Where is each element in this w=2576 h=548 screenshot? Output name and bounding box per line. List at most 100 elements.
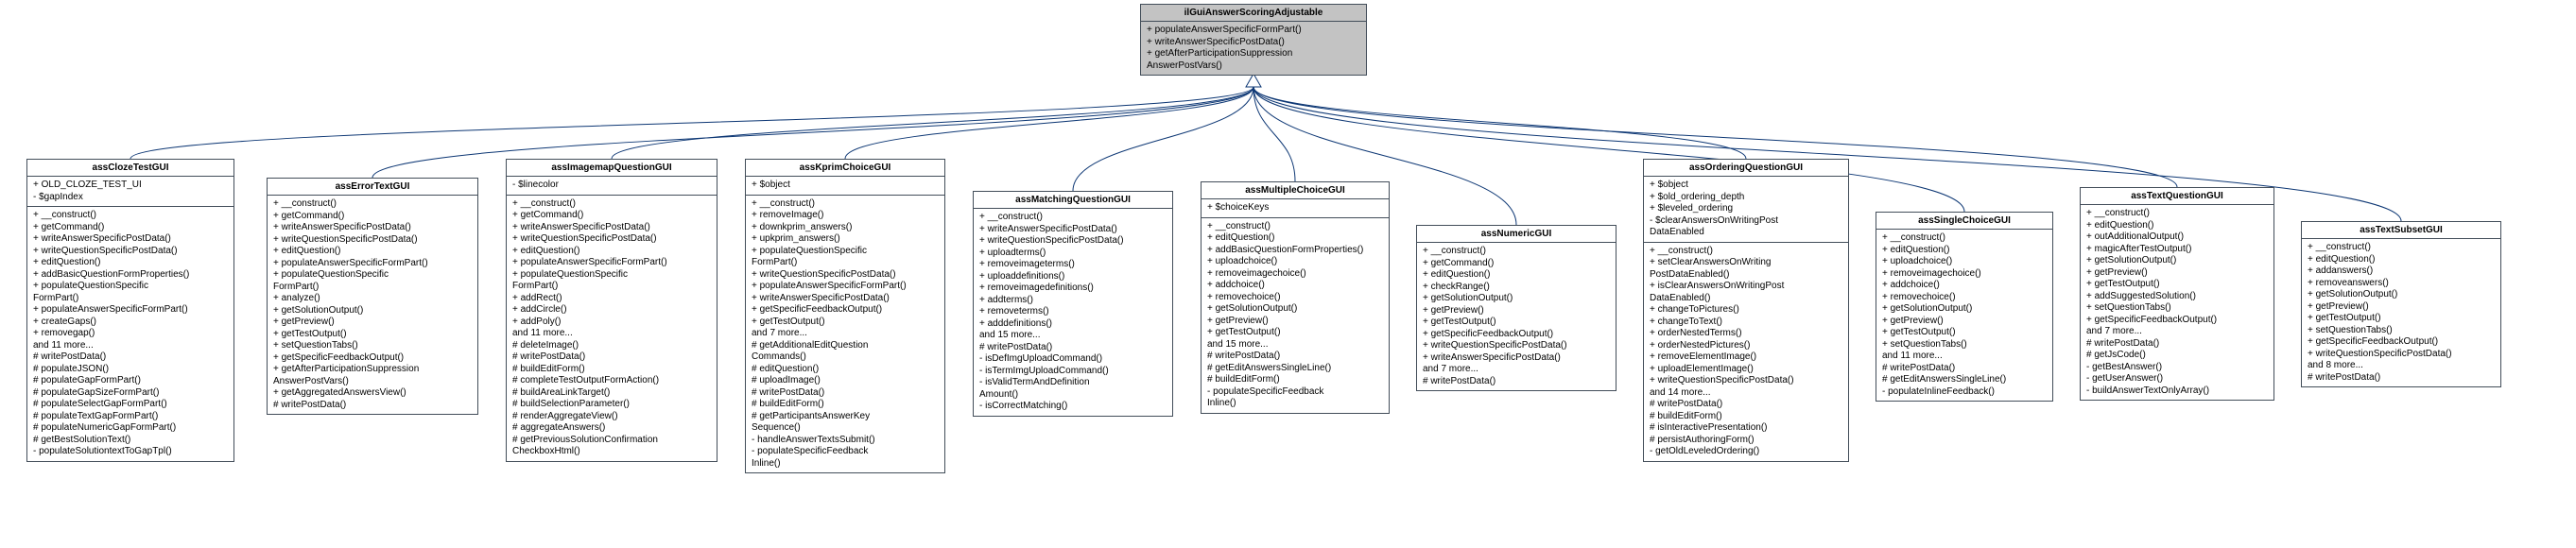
class-member: - buildAnswerTextOnlyArray() [2086, 385, 2268, 398]
class-member: + getSolutionOutput() [1423, 293, 1610, 305]
class-member: + getSpecificFeedbackOutput() [273, 352, 472, 365]
class-member: + checkRange() [1423, 282, 1610, 294]
class-member: # renderAggregateView() [512, 411, 711, 423]
class-member: # populateNumericGapFormPart() [33, 422, 228, 435]
class-member: + addRect() [512, 293, 711, 305]
class-member: + removeElementImage() [1650, 351, 1842, 364]
class-member: + populateAnswerSpecificFormPart() [273, 258, 472, 270]
class-member: - getBestAnswer() [2086, 362, 2268, 374]
class-member: + getSpecificFeedbackOutput() [1423, 329, 1610, 341]
class-member: Sequence() [752, 422, 939, 435]
class-member: # getAdditionalEditQuestion [752, 340, 939, 352]
class-member: + writeQuestionSpecificPostData() [1423, 340, 1610, 352]
class-member: # getJsCode() [2086, 350, 2268, 362]
class-title: assTextSubsetGUI [2302, 222, 2500, 239]
class-member: + getPreview() [1207, 316, 1383, 328]
class-member: # writePostData() [1207, 351, 1383, 363]
class-member: - getUserAnswer() [2086, 373, 2268, 385]
class-member: FormPart() [752, 257, 939, 269]
class-title: assMatchingQuestionGUI [974, 192, 1172, 209]
class-member: # buildEditForm() [512, 364, 711, 376]
class-member: + isClearAnswersOnWritingPost [1650, 281, 1842, 293]
class-section: + __construct()+ editQuestion()+ uploadc… [1876, 230, 2052, 401]
class-member: and 15 more... [1207, 339, 1383, 351]
class-member: + removeterms() [979, 306, 1167, 318]
class-member: # populateGapSizeFormPart() [33, 387, 228, 400]
class-title: assSingleChoiceGUI [1876, 213, 2052, 230]
class-member: # completeTestOutputFormAction() [512, 375, 711, 387]
class-member: + $object [1650, 180, 1842, 192]
class-member: + uploadchoice() [1207, 256, 1383, 268]
class-member: DataEnabled [1650, 227, 1842, 239]
class-member: - handleAnswerTextsSubmit() [752, 435, 939, 447]
class-section: + __construct()+ getCommand()+ writeAnsw… [507, 196, 717, 461]
class-member: + writeAnswerSpecificPostData() [1423, 352, 1610, 365]
class-member: + writeQuestionSpecificPostData() [512, 233, 711, 246]
class-member: and 11 more... [33, 340, 228, 352]
class-member: + removechoice() [1882, 292, 2047, 304]
class-member: - populateInlineFeedback() [1882, 386, 2047, 399]
class-member: + getCommand() [33, 222, 228, 234]
class-member: + populateQuestionSpecific [752, 246, 939, 258]
class-title: assTextQuestionGUI [2081, 188, 2273, 205]
class-box-matching: assMatchingQuestionGUI+ __construct()+ w… [973, 191, 1173, 417]
class-member: + removeimagechoice() [1207, 268, 1383, 281]
class-member: # writePostData() [752, 387, 939, 400]
class-member: + getSolutionOutput() [273, 305, 472, 317]
class-member: # populateTextGapFormPart() [33, 411, 228, 423]
class-member: + analyze() [273, 293, 472, 305]
class-member: + writeQuestionSpecificPostData() [2308, 349, 2495, 361]
class-member: + getSpecificFeedbackOutput() [752, 304, 939, 317]
class-member: + __construct() [1882, 232, 2047, 245]
class-member: DataEnabled() [1650, 293, 1842, 305]
class-member: + getTestOutput() [1423, 317, 1610, 329]
class-member: AnswerPostVars() [1147, 60, 1360, 73]
class-member: Amount() [979, 389, 1167, 402]
class-member: # isInteractivePresentation() [1650, 422, 1842, 435]
class-member: + removeimageterms() [979, 259, 1167, 271]
class-member: + writeQuestionSpecificPostData() [273, 234, 472, 247]
class-member: + OLD_CLOZE_TEST_UI [33, 180, 228, 192]
class-member: - isTermImgUploadCommand() [979, 366, 1167, 378]
class-member: + getCommand() [512, 210, 711, 222]
class-member: FormPart() [33, 293, 228, 305]
class-member: + __construct() [512, 198, 711, 211]
class-member: + getPreview() [273, 317, 472, 329]
class-member: + setQuestionTabs() [2086, 302, 2268, 315]
class-member: - populateSolutiontextToGapTpl() [33, 446, 228, 458]
class-member: + editQuestion() [1882, 245, 2047, 257]
class-member: # writePostData() [273, 400, 472, 412]
class-member: + __construct() [1650, 246, 1842, 258]
class-member: + writeQuestionSpecificPostData() [752, 269, 939, 282]
class-member: # writePostData() [2308, 372, 2495, 385]
class-member: + uploadElementImage() [1650, 364, 1842, 376]
class-section: + __construct()+ getCommand()+ writeAnsw… [268, 196, 477, 414]
class-member: + removeimagedefinitions() [979, 283, 1167, 295]
class-box-imagemap: assImagemapQuestionGUI- $linecolor+ __co… [506, 159, 717, 462]
class-member: FormPart() [512, 281, 711, 293]
class-member: # buildAreaLinkTarget() [512, 387, 711, 400]
class-member: # getEditAnswersSingleLine() [1207, 363, 1383, 375]
class-member: - isCorrectMatching() [979, 401, 1167, 413]
class-member: + populateAnswerSpecificFormPart() [1147, 25, 1360, 37]
class-member: + setQuestionTabs() [2308, 325, 2495, 337]
class-member: # buildEditForm() [752, 399, 939, 411]
class-member: + editQuestion() [1207, 232, 1383, 245]
class-member: # uploadImage() [752, 375, 939, 387]
class-member: PostDataEnabled() [1650, 269, 1842, 282]
class-member: and 11 more... [512, 328, 711, 340]
class-box-errortext: assErrorTextGUI+ __construct()+ getComma… [267, 178, 478, 415]
class-member: + writeAnswerSpecificPostData() [752, 293, 939, 305]
class-member: + __construct() [2086, 208, 2268, 220]
class-section: - $linecolor [507, 177, 717, 196]
class-member: + __construct() [273, 198, 472, 211]
class-member: + outAdditionalOutput() [2086, 231, 2268, 244]
class-member: # buildSelectionParameter() [512, 399, 711, 411]
class-member: - getOldLeveledOrdering() [1650, 446, 1842, 458]
class-member: + createGaps() [33, 317, 228, 329]
class-member: + getTestOutput() [752, 317, 939, 329]
class-section: + $object [746, 177, 944, 196]
class-member: + writeAnswerSpecificPostData() [512, 222, 711, 234]
class-member: + getTestOutput() [273, 329, 472, 341]
class-member: + downkprim_answers() [752, 222, 939, 234]
